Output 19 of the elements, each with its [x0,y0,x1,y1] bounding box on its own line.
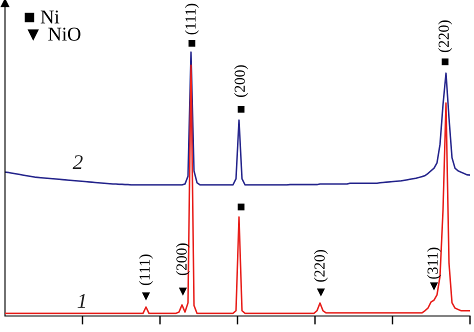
annotation: ▼ [142,292,150,301]
annotation: ■ [238,204,244,210]
annotation: ■ [442,58,448,66]
series-label: 2 [72,155,83,169]
annotation: (220) [314,250,328,282]
annotation: (220) [438,20,452,52]
annotation: (200) [234,65,248,97]
annotation: ▼ [316,288,325,297]
annotation: ▼ [430,282,438,290]
text: ▼ NiO [28,28,80,41]
annotation: (200) [176,243,190,276]
annotation: ▼ [178,288,187,296]
series-label: 1 [78,294,86,308]
text: ■ [188,40,196,47]
text: (111) [184,4,199,34]
annotation: (111) [139,254,153,286]
text: ■ Ni [24,10,60,24]
annotation: ■ [238,106,244,113]
annotation: (311) [427,248,441,279]
